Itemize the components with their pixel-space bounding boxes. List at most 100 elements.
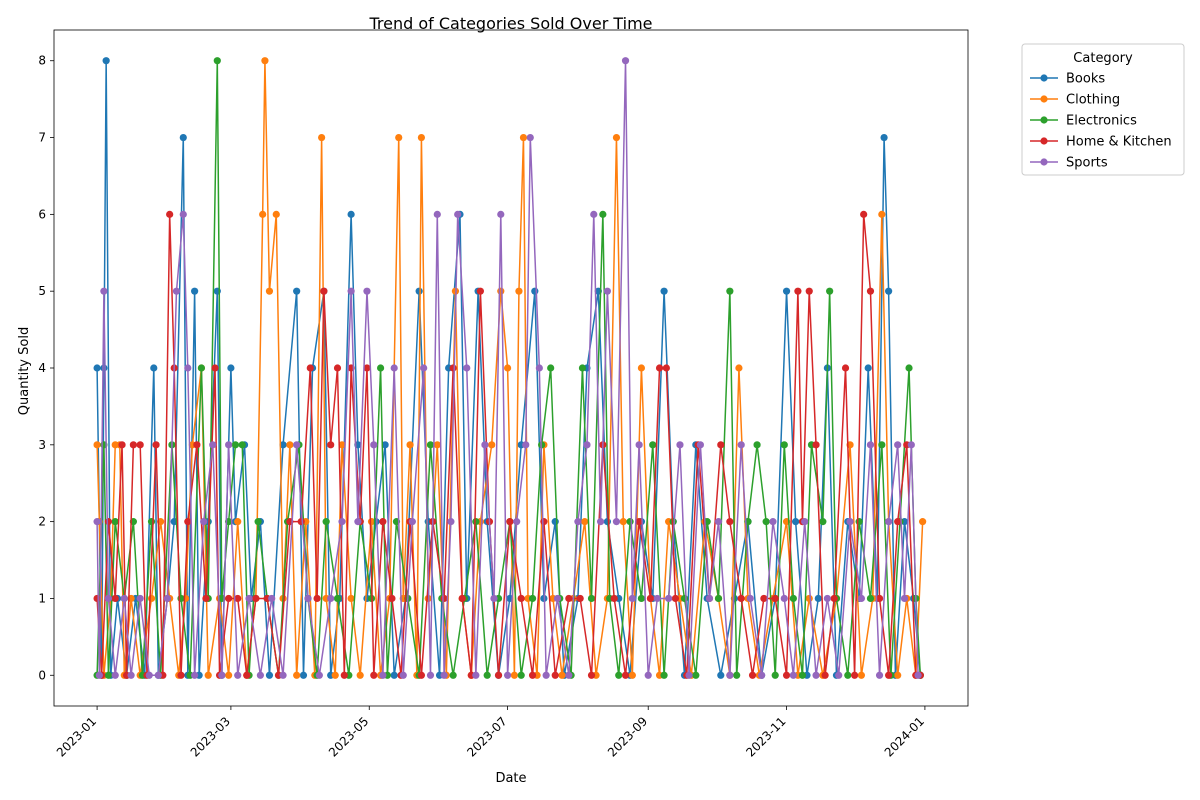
data-point (193, 441, 201, 449)
data-point (472, 671, 480, 679)
data-point (304, 594, 312, 603)
data-point (265, 287, 274, 295)
data-point (381, 441, 389, 449)
data-point (513, 518, 521, 526)
data-point (184, 364, 192, 372)
data-point (665, 594, 673, 603)
data-point (644, 671, 652, 679)
data-point (576, 594, 584, 603)
data-point (313, 594, 321, 603)
legend-marker (1040, 158, 1048, 166)
data-point (753, 441, 761, 449)
data-point (726, 287, 734, 295)
data-point (449, 671, 457, 679)
data-point (204, 671, 212, 679)
data-point (370, 441, 378, 449)
data-point (587, 594, 596, 603)
data-point (333, 364, 342, 372)
legend-item: Electronics (1030, 114, 1137, 129)
data-point (440, 671, 448, 679)
data-point (100, 287, 108, 295)
data-point (225, 441, 233, 449)
data-point (261, 57, 269, 65)
data-point (900, 594, 909, 603)
data-point (177, 671, 185, 679)
data-point (331, 671, 339, 679)
data-point (692, 671, 700, 679)
data-point (184, 518, 192, 526)
data-point (299, 671, 308, 679)
data-point (864, 364, 872, 372)
data-point (147, 594, 156, 603)
data-point (801, 518, 809, 526)
data-point (726, 518, 734, 526)
legend-marker (1040, 74, 1048, 82)
data-point (150, 364, 158, 372)
data-point (415, 287, 423, 295)
data-point (714, 518, 723, 526)
data-point (907, 441, 915, 449)
data-point (256, 671, 264, 679)
data-point (782, 287, 791, 295)
data-point (515, 287, 523, 295)
data-point (717, 671, 725, 679)
y-tick-label: 8 (38, 54, 46, 68)
data-point (748, 671, 757, 679)
data-point (535, 364, 543, 372)
data-point (225, 594, 233, 603)
data-point (660, 671, 668, 679)
data-point (395, 133, 403, 142)
data-point (798, 671, 807, 679)
x-tick-label: 2024-01 (882, 714, 927, 759)
data-point (662, 364, 670, 372)
y-tick-label: 3 (38, 438, 46, 452)
data-point (504, 671, 512, 679)
legend: Category Books Clothing Electronics Home & K… (1021, 43, 1185, 176)
data-point (177, 594, 185, 603)
data-point (553, 594, 562, 603)
data-point (120, 594, 128, 603)
data-point (894, 671, 902, 679)
data-point (490, 594, 498, 603)
x-tick-label: 2023-09 (605, 714, 650, 759)
data-point (417, 671, 426, 679)
y-tick-label: 6 (38, 207, 46, 221)
data-point (526, 133, 534, 142)
data-point (851, 671, 859, 679)
data-point (347, 594, 355, 603)
data-point (919, 518, 927, 526)
data-point (406, 441, 414, 449)
data-point (857, 671, 866, 679)
series-sports (93, 57, 922, 679)
data-point (494, 671, 503, 679)
data-point (835, 671, 843, 679)
data-point (551, 671, 559, 679)
data-point (399, 671, 407, 679)
data-point (531, 287, 539, 295)
y-tick-label: 4 (38, 361, 46, 375)
data-point (293, 671, 301, 679)
data-point (318, 133, 326, 142)
x-tick-label: 2023-11 (743, 714, 788, 759)
data-point (333, 594, 342, 603)
data-point (528, 671, 537, 679)
data-point (338, 441, 346, 449)
data-point (826, 287, 834, 295)
data-point (551, 518, 559, 526)
series-home-kitchen (93, 210, 924, 679)
data-point (612, 133, 621, 142)
y-tick-label: 7 (38, 131, 46, 145)
data-point (449, 364, 457, 372)
data-point (211, 364, 219, 372)
data-point (676, 441, 684, 449)
data-point (197, 364, 206, 372)
data-point (769, 518, 777, 526)
data-point (758, 671, 766, 679)
data-point (519, 133, 528, 142)
data-point (914, 671, 922, 679)
data-point (379, 671, 387, 679)
data-point (599, 210, 607, 218)
data-point (558, 671, 566, 679)
data-point (860, 210, 868, 218)
data-point (655, 364, 664, 372)
